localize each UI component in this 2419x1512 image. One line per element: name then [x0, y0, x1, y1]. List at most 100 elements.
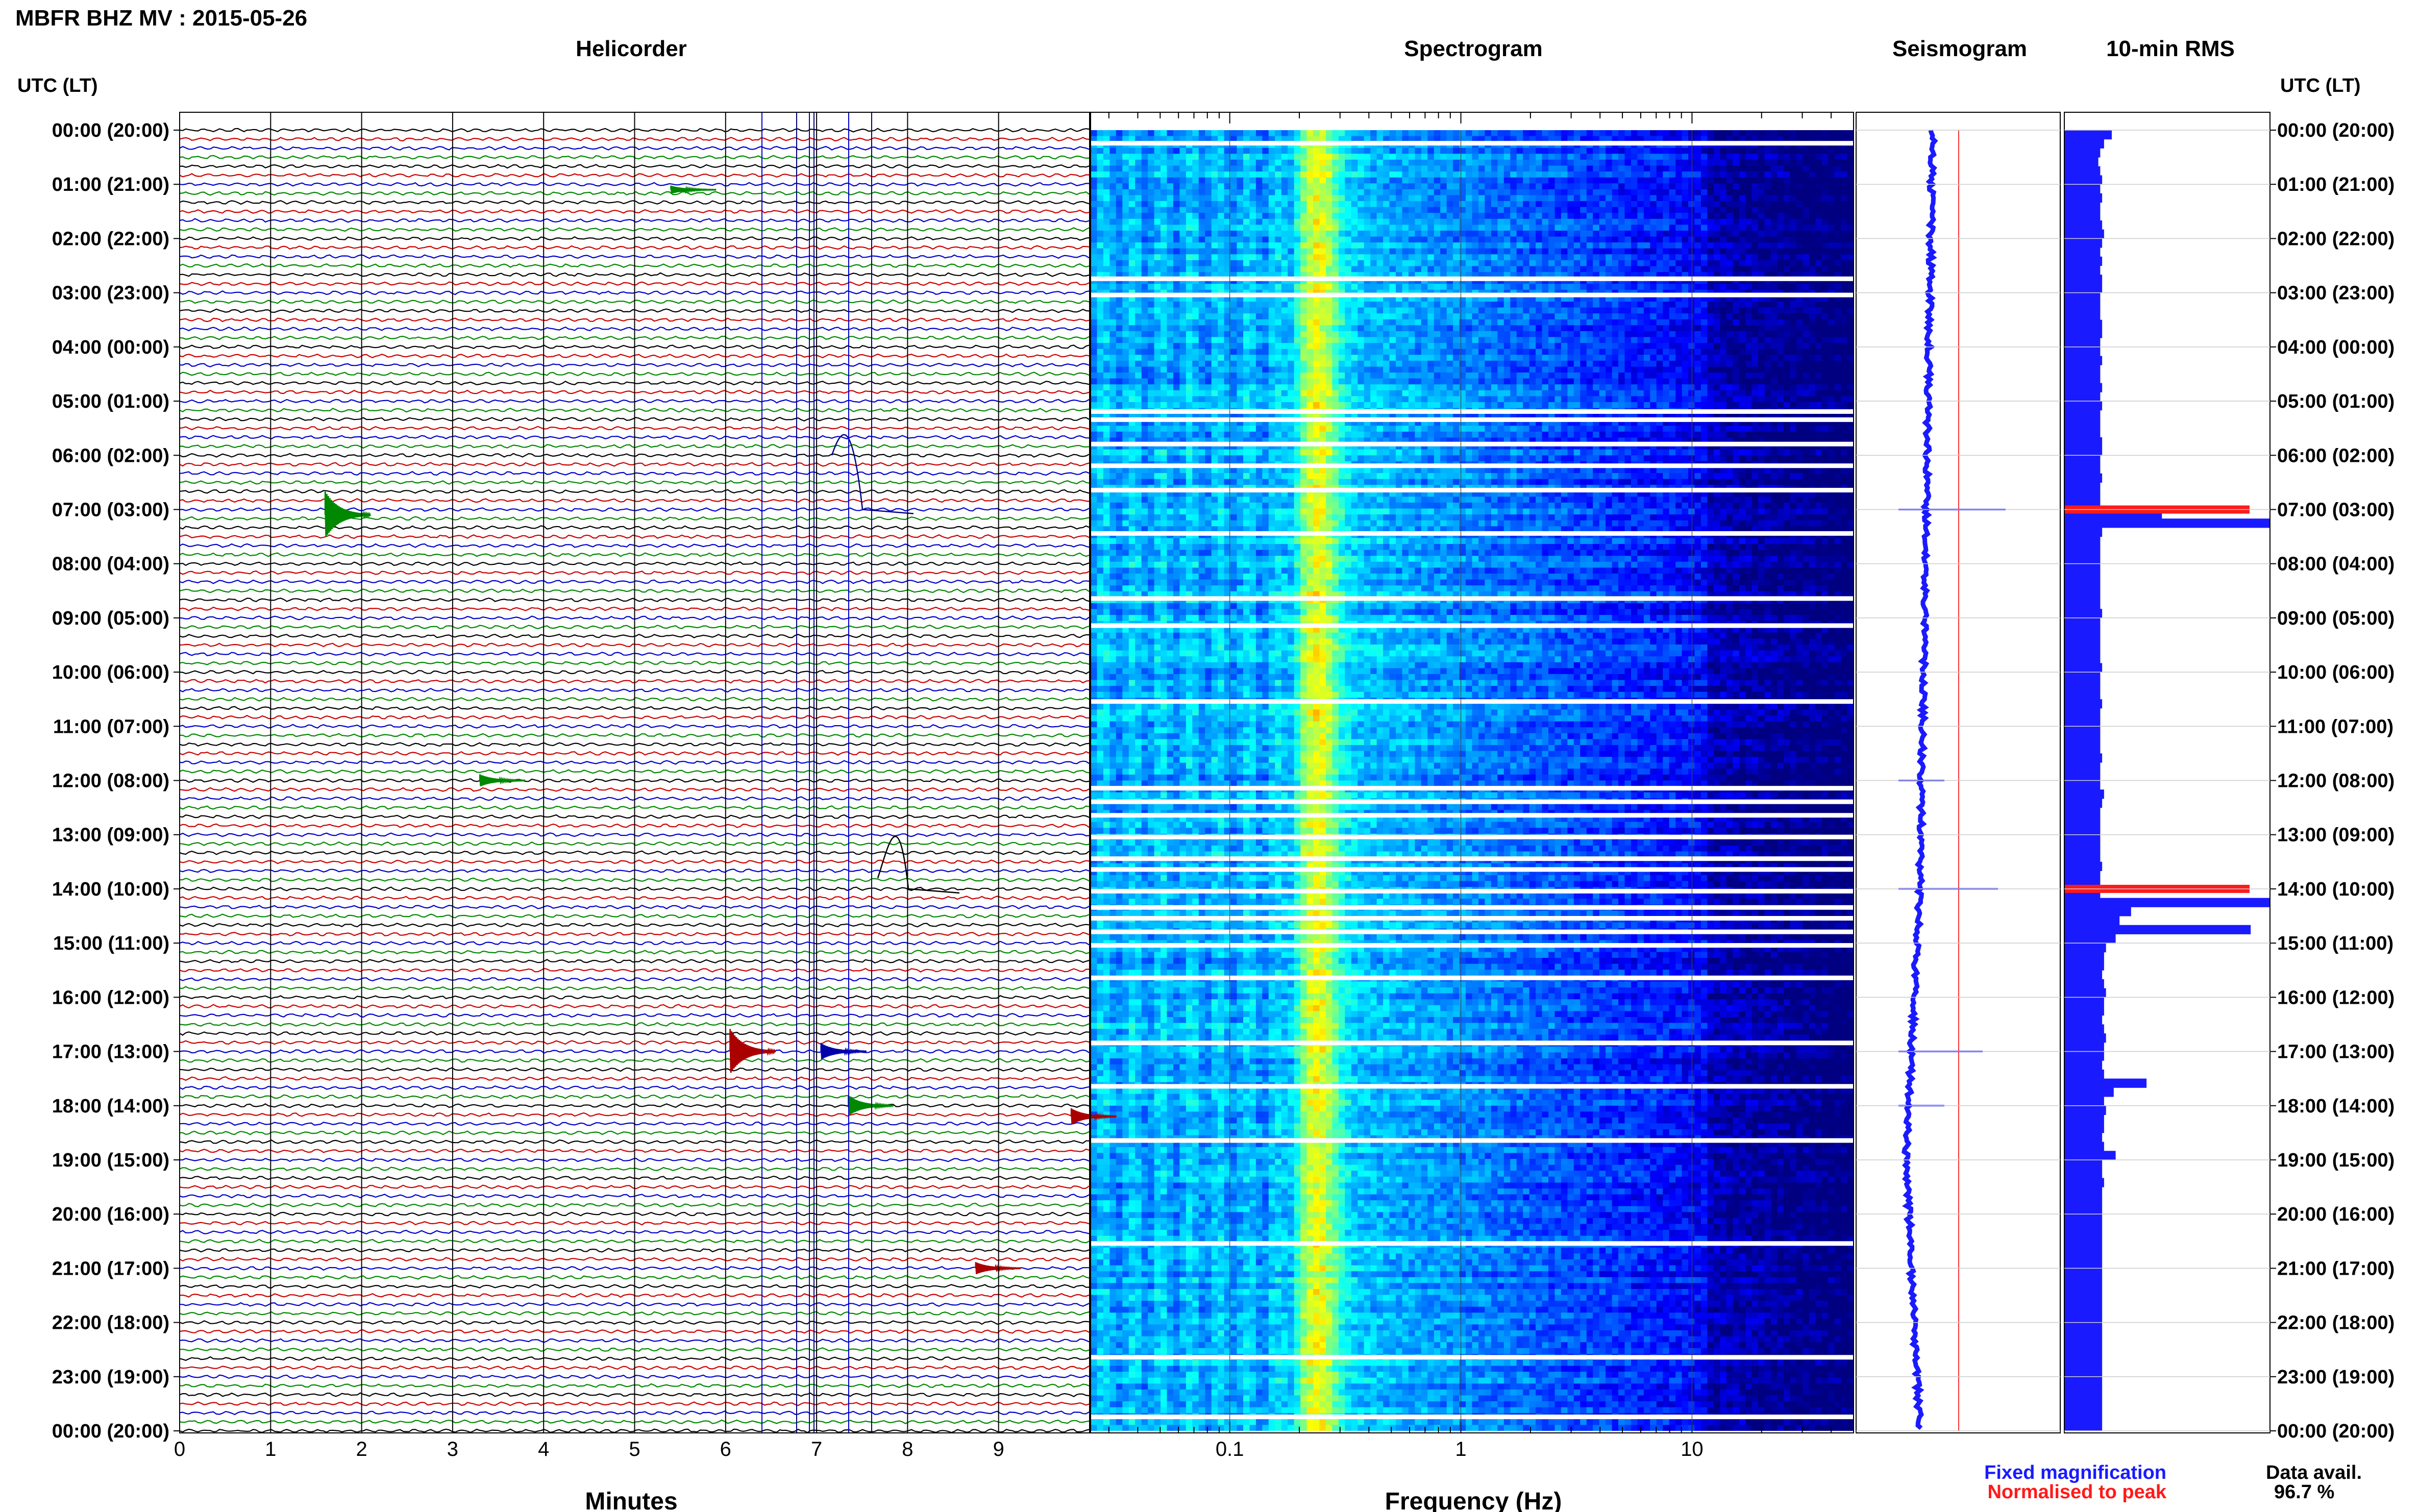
time-label-left: 19:00 (15:00) — [52, 1150, 169, 1171]
time-label-right: 00:00 (20:00) — [2277, 1421, 2395, 1442]
time-label-right: 00:00 (20:00) — [2277, 120, 2395, 141]
rms-bar — [2064, 464, 2100, 474]
rms-bar — [2064, 753, 2102, 762]
rms-bar — [2064, 916, 2119, 925]
rms-bar — [2064, 681, 2100, 690]
freq-tick-label: 1 — [1455, 1438, 1466, 1460]
spectrogram-xlabel: Frequency (Hz) — [1385, 1488, 1562, 1512]
rms-bar — [2064, 1214, 2102, 1223]
spectrogram-title: Spectrogram — [1404, 36, 1542, 61]
rms-bar — [2064, 1377, 2102, 1386]
rms-bar — [2064, 907, 2131, 916]
time-label-left: 00:00 (20:00) — [52, 1421, 169, 1442]
time-label-left: 22:00 (18:00) — [52, 1312, 169, 1334]
rms-bar — [2064, 699, 2102, 708]
rms-bar — [2064, 1115, 2104, 1124]
rms-bar — [2064, 961, 2104, 971]
time-label-left: 05:00 (01:00) — [52, 391, 169, 412]
rms-bar — [2064, 1395, 2102, 1404]
rms-bar — [2064, 266, 2100, 275]
right-axis-label: UTC (LT) — [2280, 75, 2361, 96]
rms-bar — [2064, 1124, 2104, 1133]
seismogram-trace — [1904, 130, 1935, 1428]
rms-bar — [2064, 437, 2102, 447]
minute-tick-label: 0 — [174, 1438, 185, 1460]
rms-bar — [2064, 320, 2102, 329]
rms-bar — [2064, 482, 2100, 491]
time-label-left: 10:00 (06:00) — [52, 662, 169, 683]
seismic-event — [480, 775, 525, 786]
rms-bar — [2064, 835, 2100, 844]
rms-bar — [2064, 1106, 2106, 1115]
rms-bar — [2064, 564, 2100, 573]
rms-bar — [2064, 609, 2102, 618]
time-label-right: 08:00 (04:00) — [2277, 554, 2395, 575]
time-label-right: 02:00 (22:00) — [2277, 228, 2395, 250]
rms-bar — [2064, 1350, 2102, 1359]
rms-bar — [2064, 193, 2102, 203]
rms-bar — [2064, 474, 2102, 483]
rms-bar — [2064, 1422, 2102, 1431]
rms-bar — [2064, 1368, 2102, 1377]
seismic-event — [325, 491, 371, 537]
freq-tick-label: 0.1 — [1216, 1438, 1244, 1460]
rms-bar — [2064, 410, 2100, 419]
spectrogram-gap — [1091, 699, 1854, 704]
spectrogram-gap — [1091, 930, 1854, 934]
spectrogram-gap — [1091, 409, 1854, 414]
time-label-right: 10:00 (06:00) — [2277, 662, 2395, 683]
rms-bar — [2064, 157, 2099, 166]
spectrogram-gap — [1091, 624, 1854, 628]
rms-bar — [2064, 645, 2100, 654]
rms-bar — [2064, 862, 2102, 871]
rms-bar — [2064, 618, 2100, 627]
rms-bar — [2064, 844, 2100, 853]
rms-bar — [2064, 789, 2104, 799]
rms-bar — [2064, 1196, 2102, 1205]
time-label-left: 20:00 (16:00) — [52, 1204, 169, 1225]
time-label-right: 01:00 (21:00) — [2277, 174, 2395, 195]
rms-bar — [2064, 419, 2100, 428]
rms-bar — [2064, 1169, 2102, 1178]
time-label-right: 12:00 (08:00) — [2277, 771, 2395, 792]
rms-bar — [2064, 853, 2100, 862]
spectrogram-panel — [1091, 130, 1854, 1431]
time-label-right: 17:00 (13:00) — [2277, 1042, 2395, 1063]
rms-bar — [2064, 799, 2102, 808]
rms-bar — [2064, 1079, 2146, 1088]
time-label-right: 20:00 (16:00) — [2277, 1204, 2395, 1225]
rms-bar — [2064, 1043, 2104, 1052]
spectrogram-gap — [1091, 1040, 1854, 1045]
helicorder-panel — [180, 112, 1117, 1433]
time-label-right: 11:00 (07:00) — [2277, 716, 2393, 737]
spectrogram-gap — [1091, 813, 1854, 817]
rms-bar — [2064, 1241, 2102, 1250]
minute-tick-label: 7 — [811, 1438, 822, 1460]
rms-bar — [2064, 1151, 2116, 1160]
rms-bar — [2064, 238, 2102, 247]
rms-bar — [2064, 257, 2102, 266]
rms-bar — [2064, 284, 2102, 293]
rms-bar — [2064, 1341, 2102, 1350]
rms-bar — [2064, 392, 2100, 401]
rms-bar — [2064, 1006, 2104, 1015]
rms-bar — [2064, 447, 2102, 456]
rms-bar — [2064, 1060, 2102, 1070]
rms-bar — [2064, 925, 2251, 934]
rms-bar — [2064, 943, 2106, 952]
rms-bar — [2064, 1358, 2102, 1368]
spectrogram-gap — [1091, 856, 1854, 861]
rms-bar — [2064, 672, 2100, 681]
rms-bar — [2064, 166, 2100, 176]
rms-bar — [2064, 1413, 2102, 1422]
time-label-left: 12:00 (08:00) — [52, 771, 169, 792]
rms-bar — [2064, 735, 2100, 745]
time-label-right: 06:00 (02:00) — [2277, 445, 2395, 466]
spectrogram-gap — [1091, 141, 1854, 145]
spectrogram-gap — [1091, 800, 1854, 804]
rms-bar — [2064, 374, 2100, 383]
rms-bar — [2064, 184, 2100, 193]
time-label-right: 14:00 (10:00) — [2277, 879, 2395, 900]
helicorder-title: Helicorder — [576, 36, 687, 61]
rms-bar — [2064, 970, 2102, 979]
